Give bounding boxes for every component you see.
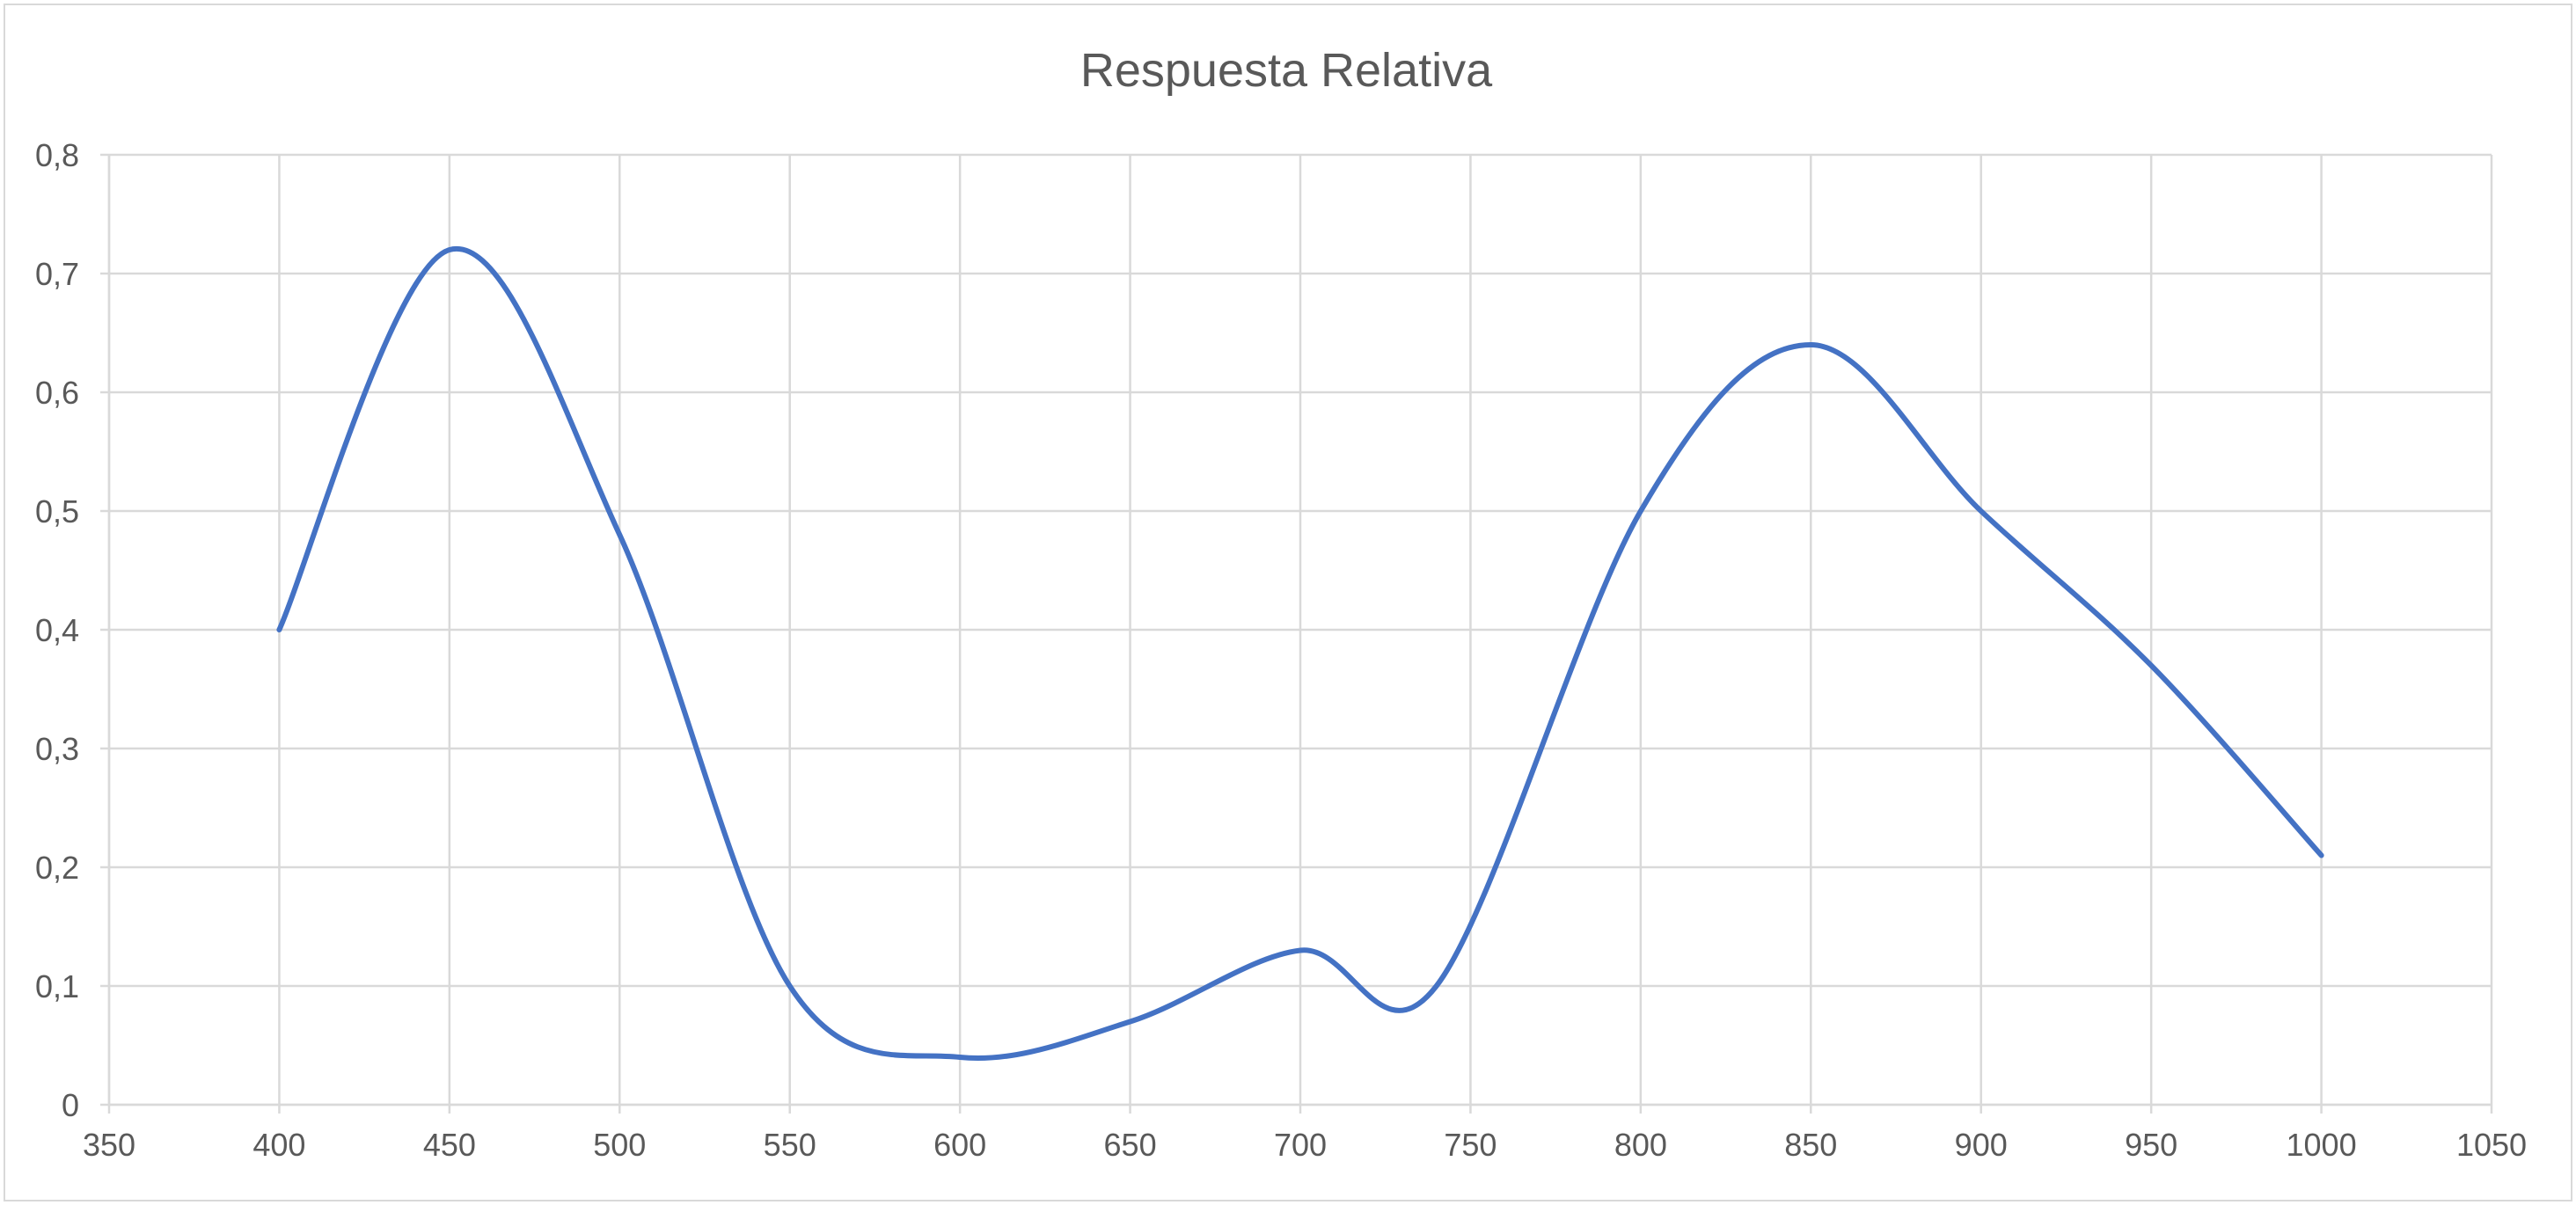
x-tick-label: 600 xyxy=(933,1127,986,1163)
y-tick-label: 0,2 xyxy=(35,850,79,886)
x-tick-label: 950 xyxy=(2125,1127,2177,1163)
y-tick-label: 0,3 xyxy=(35,731,79,767)
x-tick-label: 700 xyxy=(1274,1127,1327,1163)
x-tick-label: 850 xyxy=(1784,1127,1837,1163)
x-tick-label: 550 xyxy=(764,1127,816,1163)
series-layer xyxy=(276,245,2324,1062)
x-tick-label: 500 xyxy=(593,1127,646,1163)
x-tick-label: 650 xyxy=(1104,1127,1157,1163)
x-tick-label: 400 xyxy=(252,1127,305,1163)
y-tick-label: 0,5 xyxy=(35,493,79,529)
x-tick-label: 450 xyxy=(423,1127,476,1163)
x-tick-label: 800 xyxy=(1614,1127,1667,1163)
y-tick-label: 0,7 xyxy=(35,256,79,292)
x-tick-label: 900 xyxy=(1955,1127,2008,1163)
x-tick-label: 750 xyxy=(1444,1127,1497,1163)
x-tick-label: 1000 xyxy=(2287,1127,2357,1163)
y-tick-label: 0,6 xyxy=(35,375,79,411)
chart-svg: Respuesta Relativa 350 400 450 500 550 600 650… xyxy=(35,44,2527,1163)
y-tick-label: 0,8 xyxy=(35,137,79,173)
axis-layer xyxy=(100,153,2493,1114)
x-tick-label: 1050 xyxy=(2456,1127,2527,1163)
y-tick-label: 0 xyxy=(62,1087,79,1123)
grid-layer xyxy=(107,153,2493,1106)
x-tick-label: 350 xyxy=(83,1127,135,1163)
series-line-0 xyxy=(276,245,2324,1062)
y-tick-label: 0,1 xyxy=(35,968,79,1004)
y-tick-label: 0,4 xyxy=(35,612,79,648)
tick-label-layer: 350 400 450 500 550 600 650 700 750 800 850 900 950 1… xyxy=(35,137,2527,1163)
chart-title: Respuesta Relativa xyxy=(1080,44,1493,97)
chart-container: Respuesta Relativa 350 400 450 500 550 600 650… xyxy=(4,4,2572,1201)
